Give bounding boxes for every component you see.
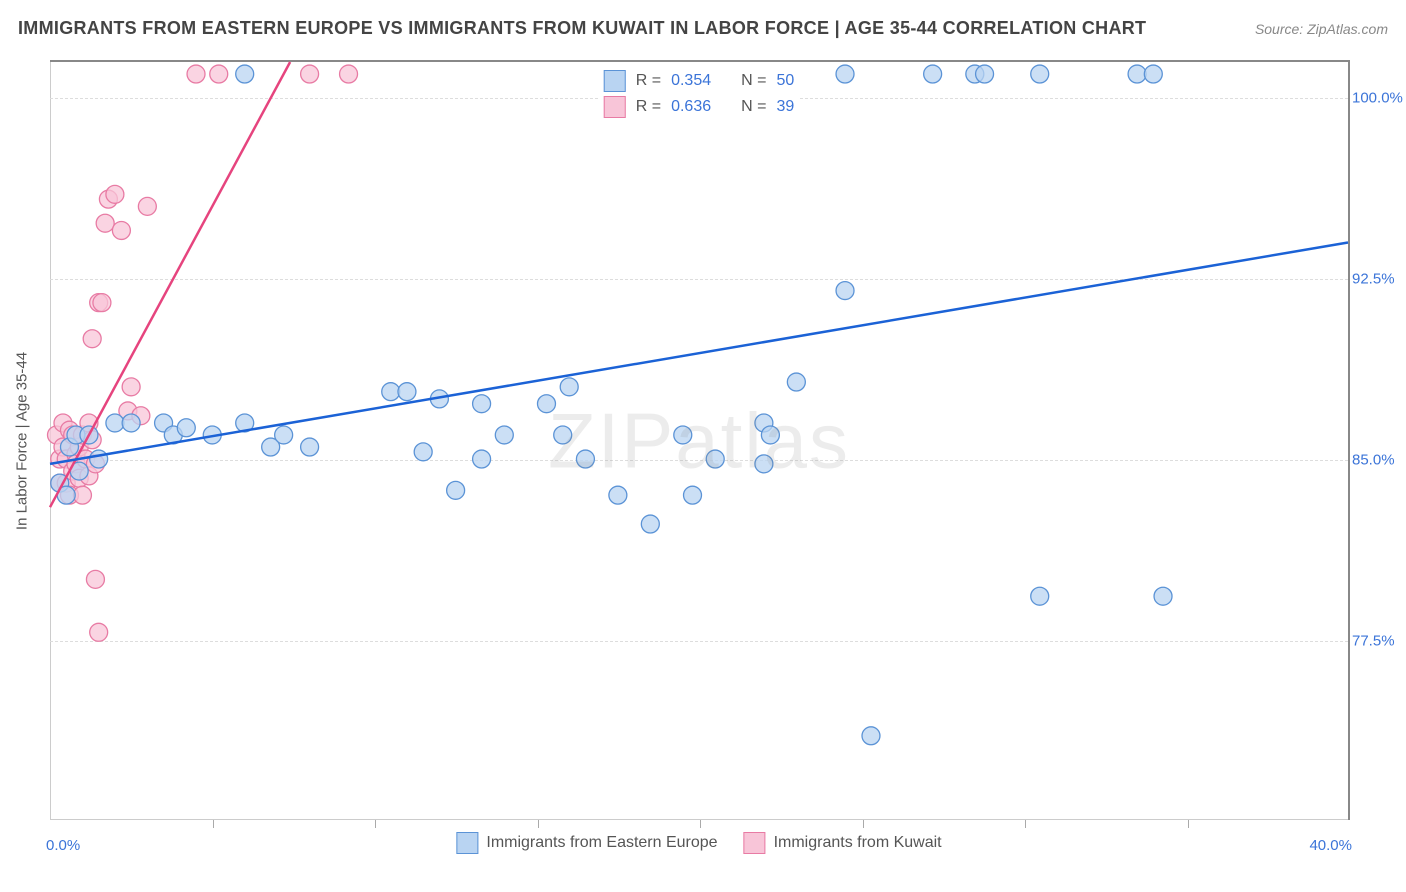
data-point bbox=[706, 450, 724, 468]
data-point bbox=[83, 330, 101, 348]
data-point bbox=[210, 65, 228, 83]
legend-label-series1: Immigrants from Eastern Europe bbox=[486, 834, 717, 852]
data-point bbox=[1031, 65, 1049, 83]
scatter-svg bbox=[50, 62, 1348, 820]
data-point bbox=[301, 438, 319, 456]
data-point bbox=[398, 383, 416, 401]
x-tick bbox=[375, 820, 376, 828]
y-axis-title: In Labor Force | Age 35-44 bbox=[14, 352, 31, 530]
data-point bbox=[414, 443, 432, 461]
data-point bbox=[1128, 65, 1146, 83]
data-point bbox=[340, 65, 358, 83]
data-point bbox=[112, 221, 130, 239]
n-value-1: 50 bbox=[776, 72, 794, 90]
data-point bbox=[93, 294, 111, 312]
data-point bbox=[495, 426, 513, 444]
x-axis-max-label: 40.0% bbox=[1309, 837, 1352, 854]
n-label-2: N = bbox=[741, 98, 766, 116]
bottom-legend: Immigrants from Eastern Europe Immigrant… bbox=[456, 832, 941, 854]
data-point bbox=[122, 414, 140, 432]
data-point bbox=[674, 426, 692, 444]
n-value-2: 39 bbox=[776, 98, 794, 116]
stats-row-series2: R = 0.636 N = 39 bbox=[604, 94, 795, 120]
data-point bbox=[1144, 65, 1162, 83]
data-point bbox=[177, 419, 195, 437]
x-tick bbox=[863, 820, 864, 828]
data-point bbox=[96, 214, 114, 232]
data-point bbox=[301, 65, 319, 83]
y-tick-label: 92.5% bbox=[1352, 271, 1406, 288]
data-point bbox=[90, 623, 108, 641]
chart-title: IMMIGRANTS FROM EASTERN EUROPE VS IMMIGR… bbox=[18, 18, 1146, 39]
r-value-2: 0.636 bbox=[671, 98, 711, 116]
r-label-2: R = bbox=[636, 98, 661, 116]
data-point bbox=[862, 727, 880, 745]
stats-row-series1: R = 0.354 N = 50 bbox=[604, 68, 795, 94]
data-point bbox=[761, 426, 779, 444]
x-tick bbox=[213, 820, 214, 828]
stats-legend: R = 0.354 N = 50 R = 0.636 N = 39 bbox=[600, 66, 799, 122]
x-tick bbox=[1025, 820, 1026, 828]
y-tick-label: 85.0% bbox=[1352, 452, 1406, 469]
x-tick bbox=[538, 820, 539, 828]
x-tick bbox=[700, 820, 701, 828]
data-point bbox=[641, 515, 659, 533]
data-point bbox=[73, 486, 91, 504]
data-point bbox=[473, 450, 491, 468]
y-tick-label: 100.0% bbox=[1352, 90, 1406, 107]
y-tick-label: 77.5% bbox=[1352, 633, 1406, 650]
data-point bbox=[382, 383, 400, 401]
legend-swatch-series2 bbox=[744, 832, 766, 854]
legend-item-series2: Immigrants from Kuwait bbox=[744, 832, 942, 854]
source-label: Source: ZipAtlas.com bbox=[1255, 21, 1388, 37]
data-point bbox=[976, 65, 994, 83]
data-point bbox=[1154, 587, 1172, 605]
data-point bbox=[755, 455, 773, 473]
regression-line bbox=[50, 242, 1348, 463]
data-point bbox=[560, 378, 578, 396]
data-point bbox=[122, 378, 140, 396]
data-point bbox=[684, 486, 702, 504]
data-point bbox=[836, 65, 854, 83]
data-point bbox=[86, 570, 104, 588]
data-point bbox=[576, 450, 594, 468]
data-point bbox=[787, 373, 805, 391]
chart-plot-area: ZIPatlas R = 0.354 N = 50 R = 0.636 N = … bbox=[50, 60, 1350, 820]
data-point bbox=[138, 197, 156, 215]
swatch-series1 bbox=[604, 70, 626, 92]
legend-swatch-series1 bbox=[456, 832, 478, 854]
data-point bbox=[537, 395, 555, 413]
data-point bbox=[1031, 587, 1049, 605]
data-point bbox=[447, 481, 465, 499]
swatch-series2 bbox=[604, 96, 626, 118]
data-point bbox=[106, 185, 124, 203]
data-point bbox=[473, 395, 491, 413]
legend-label-series2: Immigrants from Kuwait bbox=[774, 834, 942, 852]
data-point bbox=[836, 282, 854, 300]
data-point bbox=[236, 65, 254, 83]
r-label-1: R = bbox=[636, 72, 661, 90]
data-point bbox=[106, 414, 124, 432]
r-value-1: 0.354 bbox=[671, 72, 711, 90]
data-point bbox=[275, 426, 293, 444]
legend-item-series1: Immigrants from Eastern Europe bbox=[456, 832, 717, 854]
data-point bbox=[187, 65, 205, 83]
x-tick bbox=[1188, 820, 1189, 828]
data-point bbox=[609, 486, 627, 504]
data-point bbox=[90, 450, 108, 468]
x-axis-min-label: 0.0% bbox=[46, 837, 80, 854]
data-point bbox=[554, 426, 572, 444]
n-label-1: N = bbox=[741, 72, 766, 90]
data-point bbox=[924, 65, 942, 83]
